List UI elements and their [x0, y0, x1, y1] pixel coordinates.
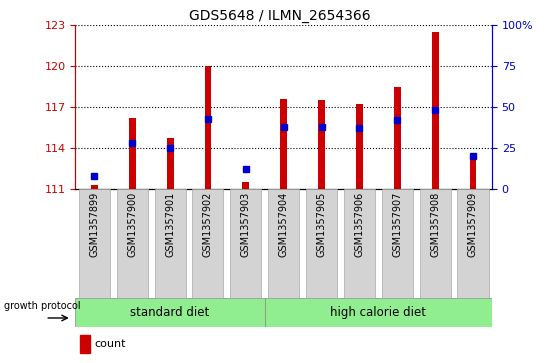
FancyBboxPatch shape: [230, 189, 262, 298]
Bar: [280, 99, 287, 189]
Text: GSM1357906: GSM1357906: [354, 192, 364, 257]
FancyBboxPatch shape: [382, 189, 413, 298]
Bar: [356, 104, 363, 189]
Bar: [470, 160, 476, 189]
Text: GSM1357901: GSM1357901: [165, 192, 175, 257]
FancyBboxPatch shape: [155, 189, 186, 298]
FancyBboxPatch shape: [420, 189, 451, 298]
Text: GSM1357904: GSM1357904: [279, 192, 288, 257]
FancyBboxPatch shape: [306, 189, 337, 298]
Text: high calorie diet: high calorie diet: [330, 306, 427, 319]
Bar: [265, 298, 492, 327]
FancyBboxPatch shape: [192, 189, 224, 298]
Bar: [91, 185, 98, 189]
Bar: [79, 335, 90, 353]
Text: GSM1357907: GSM1357907: [392, 192, 402, 257]
Text: GSM1357903: GSM1357903: [241, 192, 251, 257]
Text: growth protocol: growth protocol: [4, 301, 80, 311]
Bar: [243, 182, 249, 189]
Text: count: count: [94, 339, 126, 349]
Bar: [394, 87, 401, 189]
Text: GSM1357909: GSM1357909: [468, 192, 478, 257]
FancyBboxPatch shape: [268, 189, 299, 298]
Text: GSM1357900: GSM1357900: [127, 192, 138, 257]
Bar: [75, 298, 265, 327]
FancyBboxPatch shape: [344, 189, 375, 298]
FancyBboxPatch shape: [457, 189, 489, 298]
Bar: [318, 100, 325, 189]
Bar: [129, 118, 136, 189]
Text: GSM1357902: GSM1357902: [203, 192, 213, 257]
Text: standard diet: standard diet: [130, 306, 210, 319]
Text: GSM1357908: GSM1357908: [430, 192, 440, 257]
Bar: [432, 32, 439, 189]
FancyBboxPatch shape: [79, 189, 110, 298]
Text: GDS5648 / ILMN_2654366: GDS5648 / ILMN_2654366: [189, 9, 370, 23]
FancyBboxPatch shape: [117, 189, 148, 298]
Bar: [205, 66, 211, 189]
Text: GSM1357899: GSM1357899: [89, 192, 100, 257]
Text: GSM1357905: GSM1357905: [316, 192, 326, 257]
Bar: [167, 138, 173, 189]
